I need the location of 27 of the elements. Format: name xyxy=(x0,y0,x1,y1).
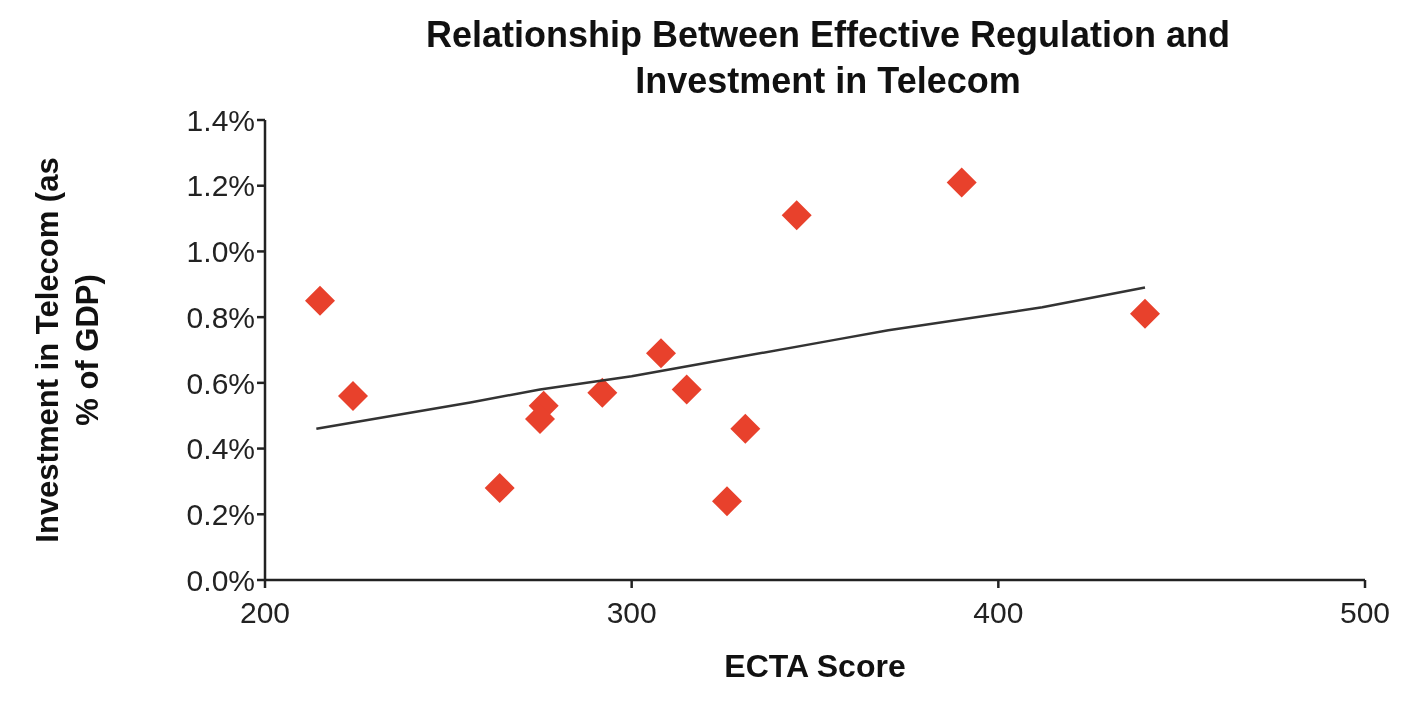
y-tick-label: 0.8% xyxy=(186,300,255,334)
line-series xyxy=(315,286,1147,431)
point xyxy=(1130,298,1160,329)
point xyxy=(587,377,618,408)
x-tick-label: 200 xyxy=(239,596,291,630)
point xyxy=(484,473,515,503)
point xyxy=(712,486,742,517)
point xyxy=(646,338,676,369)
x-tick-label: 400 xyxy=(973,596,1024,630)
y-axis-title: Investment in Telecom (as % of GDP) xyxy=(29,156,106,545)
y-tick-label: 0.4% xyxy=(186,432,255,466)
y-tick-label: 1.4% xyxy=(186,103,255,137)
point xyxy=(730,413,761,444)
point xyxy=(946,167,977,198)
x-axis-title: ECTA Score xyxy=(723,648,907,685)
y-tick-label: 0.6% xyxy=(186,366,255,400)
point xyxy=(338,381,368,411)
x-tick-label: 300 xyxy=(606,596,657,630)
y-tick-label: 0.0% xyxy=(186,563,255,597)
chart-title: Relationship Between Effective Regulation and Investment in Telecom xyxy=(424,13,1232,103)
x-tick-label: 500 xyxy=(1339,596,1391,630)
point xyxy=(671,374,702,405)
y-tick-label: 1.0% xyxy=(186,235,255,269)
y-tick-label: 0.2% xyxy=(186,497,255,531)
point xyxy=(781,200,812,231)
y-tick-label: 1.2% xyxy=(186,169,255,203)
point xyxy=(305,285,335,316)
